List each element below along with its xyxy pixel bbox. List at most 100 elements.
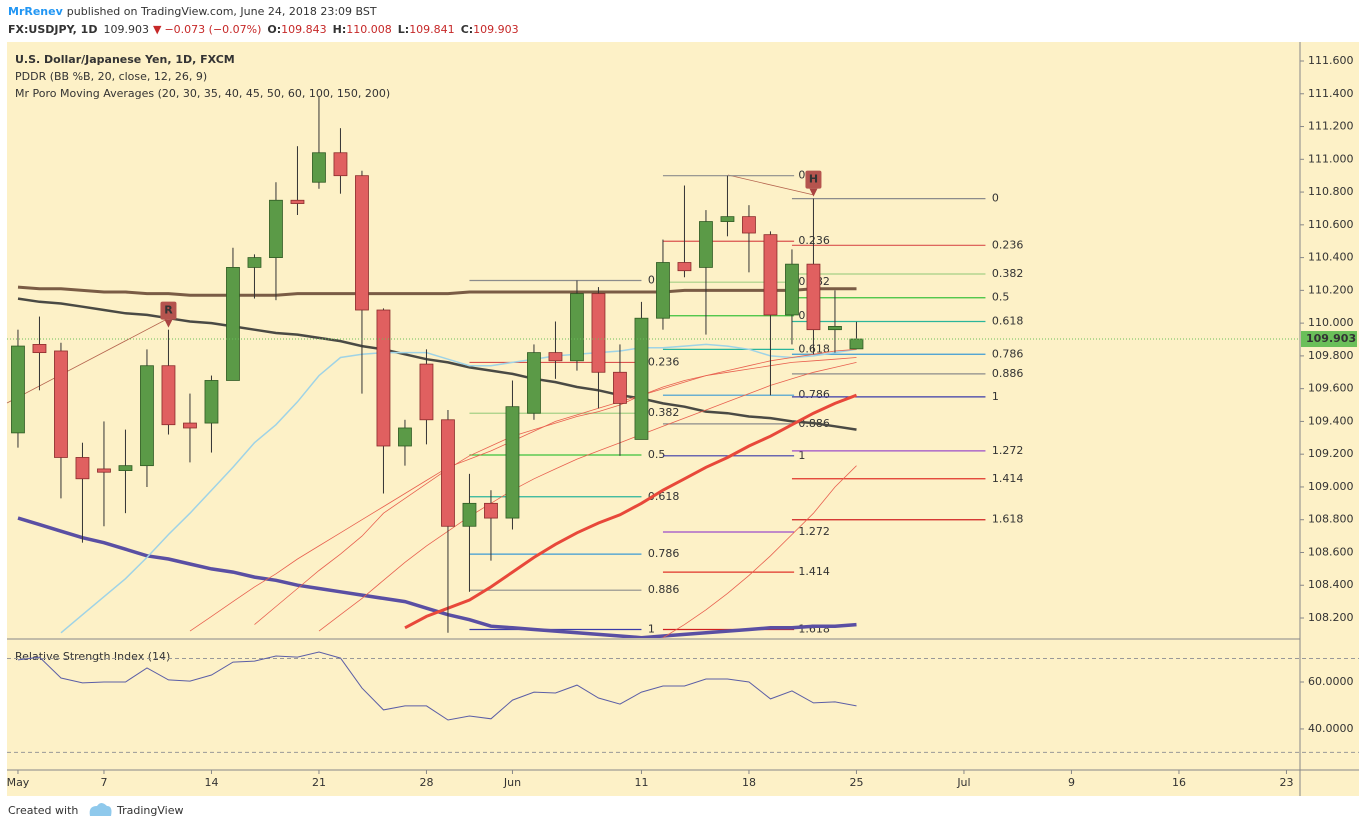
- moving-average: [189, 357, 857, 632]
- fib-label: 0.5: [992, 291, 1010, 304]
- fib-label: 0.886: [992, 367, 1024, 380]
- y-tick-label: 110.400: [1308, 251, 1354, 264]
- y-tick-label: 109.200: [1308, 447, 1354, 460]
- candle-body: [828, 326, 842, 331]
- fib-label: 1: [648, 622, 655, 635]
- moving-average: [17, 297, 857, 431]
- rsi-line: [17, 651, 857, 721]
- candle-body: [484, 502, 498, 519]
- candle-body: [269, 199, 283, 258]
- price-pane: 0 0.236 0.382 0.5 0.618 0.786 0.886 1 0 0.236 0.38…: [11, 97, 1023, 638]
- moving-average: [60, 343, 857, 634]
- x-tick-label: 23: [1279, 776, 1293, 789]
- y-tick-label: 109.600: [1308, 382, 1354, 395]
- fib-label: 0: [648, 274, 655, 287]
- x-tick-label: 16: [1172, 776, 1186, 789]
- symbol: FX:USDJPY, 1D: [8, 23, 97, 36]
- candle-body: [785, 263, 799, 316]
- y-tick-label: 111.000: [1308, 152, 1354, 165]
- fib-label: 0.618: [798, 342, 830, 355]
- candle-body: [54, 350, 68, 458]
- fib-label: 1.272: [992, 444, 1024, 457]
- chart-title: U.S. Dollar/Japanese Yen, 1D, FXCM: [15, 53, 235, 66]
- ohlc-label: H:: [333, 23, 347, 36]
- candle-body: [742, 216, 756, 234]
- rsi-tick-label: 60.0000: [1308, 675, 1354, 688]
- fib-label: 0.236: [798, 234, 830, 247]
- fib-label: 0.382: [648, 406, 680, 419]
- ohlc-label: L:: [398, 23, 409, 36]
- last-price-label: 109.903: [1306, 332, 1356, 345]
- publish-line: MrRenev published on TradingView.com, Jun…: [8, 5, 377, 18]
- marker-box: [160, 301, 177, 320]
- change: −0.073 (−0.07%): [164, 23, 261, 36]
- candle-body: [462, 502, 477, 527]
- candle-body: [75, 457, 90, 480]
- y-tick-label: 111.400: [1308, 87, 1354, 100]
- fib-label: 0.886: [648, 583, 680, 596]
- x-tick-label: 11: [634, 776, 648, 789]
- ohlc-value: 110.008: [346, 23, 392, 36]
- fib-label: 1.414: [992, 472, 1024, 485]
- published: published on TradingView.com, June 24, 2…: [67, 5, 377, 18]
- ohlc-value: 109.843: [281, 23, 327, 36]
- fib-label: 0.786: [648, 547, 680, 560]
- candle-body: [161, 365, 176, 426]
- trend-line: [727, 174, 815, 196]
- candle-body: [290, 199, 305, 204]
- y-tick-label: 110.600: [1308, 218, 1354, 231]
- candle-body: [699, 221, 713, 268]
- candle-body: [570, 293, 584, 362]
- x-tick-label: 28: [419, 776, 433, 789]
- symbol-line: FX:USDJPY, 1D 109.903 ▼ −0.073 (−0.07%) O:10…: [8, 23, 519, 36]
- moving-average: [254, 348, 857, 625]
- candle-body: [806, 263, 821, 331]
- fib-label: 0.786: [992, 347, 1024, 360]
- fib-label: 0.382: [992, 267, 1024, 280]
- x-tick-label: May: [7, 776, 30, 789]
- footer-text: Created with: [8, 804, 78, 817]
- fib-label: 1.414: [798, 565, 830, 578]
- candle-body: [548, 352, 563, 362]
- footer-brand[interactable]: TradingView: [116, 804, 183, 817]
- fib-label: 0.236: [992, 238, 1024, 251]
- marker-label: R: [164, 304, 173, 317]
- x-tick-label: 14: [204, 776, 218, 789]
- candle-body: [763, 234, 778, 316]
- moving-average: [662, 465, 857, 638]
- candle-body: [97, 468, 111, 473]
- x-tick-label: Jun: [503, 776, 521, 789]
- fib-label: 0.786: [798, 388, 830, 401]
- rsi-tick-label: 40.0000: [1308, 722, 1354, 735]
- logo: [89, 803, 112, 816]
- y-tick-label: 110.200: [1308, 283, 1354, 296]
- candle-body: [720, 216, 735, 222]
- fib-label: 1.618: [992, 513, 1024, 526]
- y-tick-label: 109.000: [1308, 480, 1354, 493]
- candle-body: [419, 363, 434, 421]
- candle-body: [32, 344, 47, 354]
- fib-label: 0.5: [648, 448, 666, 461]
- fib-label: 1: [798, 449, 805, 462]
- price: 109.903: [103, 23, 149, 36]
- axis-background: [1300, 42, 1359, 770]
- x-tick-label: 9: [1068, 776, 1075, 789]
- candle-body: [355, 175, 369, 311]
- fib-label: 0: [992, 192, 999, 205]
- ohlc-value: 109.841: [409, 23, 455, 36]
- moving-average: [404, 393, 858, 630]
- candle-body: [118, 465, 133, 471]
- y-tick-label: 109.800: [1308, 349, 1354, 362]
- candle-body: [247, 257, 262, 268]
- y-tick-label: 108.800: [1308, 513, 1354, 526]
- fib-label: 0.618: [992, 314, 1024, 327]
- plot-background: [7, 42, 1300, 770]
- candle-body: [204, 380, 219, 424]
- candle-body: [376, 309, 391, 447]
- ohlc-label: C:: [461, 23, 473, 36]
- fib-label: 1.272: [798, 525, 830, 538]
- y-tick-label: 109.400: [1308, 414, 1354, 427]
- candle-body: [634, 317, 649, 440]
- candle-body: [398, 427, 412, 447]
